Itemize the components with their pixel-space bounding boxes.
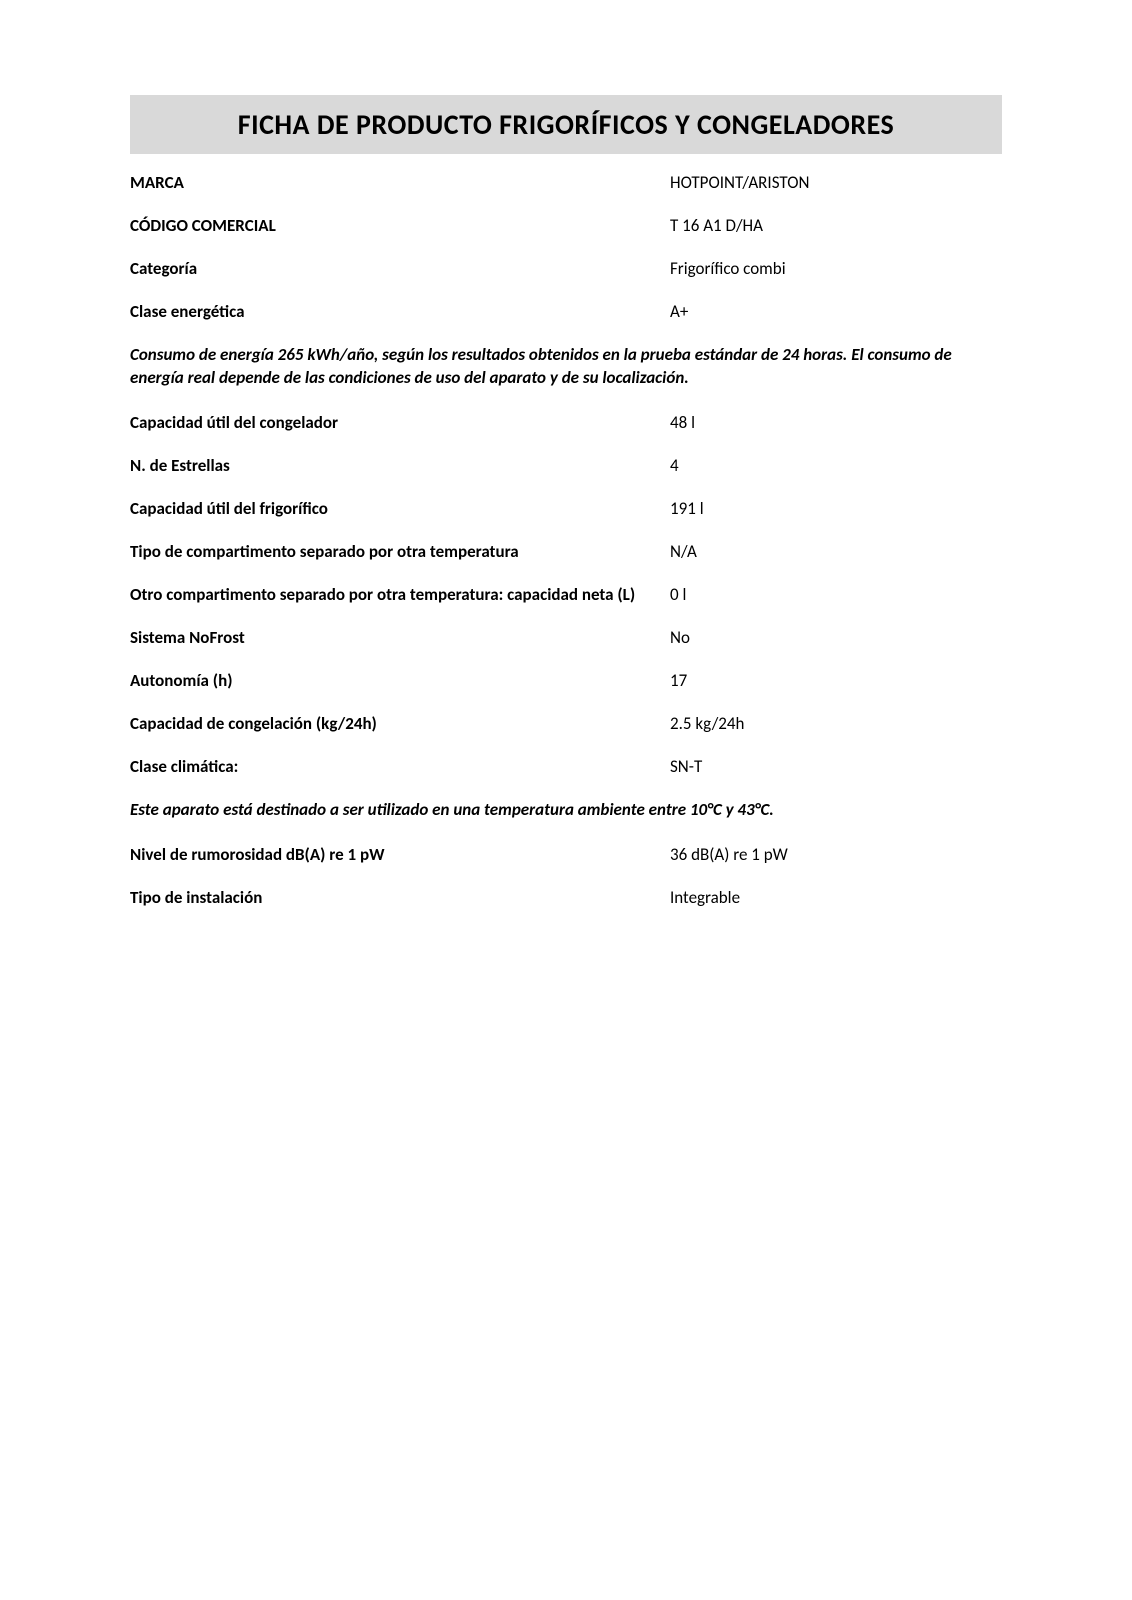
spec-label: Capacidad de congelación (kg/24h) [130, 713, 670, 734]
spec-value: 191 l [670, 498, 704, 519]
page-title: FICHA DE PRODUCTO FRIGORÍFICOS Y CONGELA… [150, 107, 982, 142]
spec-value: No [670, 627, 690, 648]
spec-row: MARCA HOTPOINT/ARISTON [130, 172, 1002, 193]
spec-label: N. de Estrellas [130, 455, 670, 476]
spec-row: CÓDIGO COMERCIAL T 16 A1 D/HA [130, 215, 1002, 236]
spec-label: CÓDIGO COMERCIAL [130, 215, 670, 236]
spec-value: Frigorífico combi [670, 258, 786, 279]
spec-value: 48 l [670, 412, 695, 433]
spec-row: Otro compartimento separado por otra tem… [130, 584, 1002, 605]
spec-value: 17 [670, 670, 687, 691]
spec-row: Capacidad útil del congelador 48 l [130, 412, 1002, 433]
spec-row: Tipo de instalación Integrable [130, 887, 1002, 908]
spec-label: Capacidad útil del congelador [130, 412, 670, 433]
spec-label: MARCA [130, 172, 670, 193]
spec-row: Tipo de compartimento separado por otra … [130, 541, 1002, 562]
spec-label: Autonomía (h) [130, 670, 670, 691]
spec-row: Sistema NoFrost No [130, 627, 1002, 648]
spec-value: Integrable [670, 887, 740, 908]
spec-value: 0 l [670, 584, 686, 605]
spec-label: Sistema NoFrost [130, 627, 670, 648]
spec-row: Capacidad útil del frigorífico 191 l [130, 498, 1002, 519]
spec-label: Nivel de rumorosidad dB(A) re 1 pW [130, 844, 670, 865]
spec-row: N. de Estrellas 4 [130, 455, 1002, 476]
spec-value: 2.5 kg/24h [670, 713, 744, 734]
spec-value: SN-T [670, 756, 702, 777]
spec-row: Categoría Frigorífico combi [130, 258, 1002, 279]
spec-label: Otro compartimento separado por otra tem… [130, 584, 670, 605]
spec-label: Tipo de compartimento separado por otra … [130, 541, 670, 562]
spec-row: Nivel de rumorosidad dB(A) re 1 pW 36 dB… [130, 844, 1002, 865]
spec-value: A+ [670, 301, 688, 322]
spec-value: 36 dB(A) re 1 pW [670, 844, 788, 865]
energy-note: Consumo de energía 265 kWh/año, según lo… [130, 344, 1002, 390]
spec-label: Clase climática: [130, 756, 670, 777]
spec-value: N/A [670, 541, 697, 562]
spec-row: Autonomía (h) 17 [130, 670, 1002, 691]
spec-row: Clase climática: SN-T [130, 756, 1002, 777]
title-bar: FICHA DE PRODUCTO FRIGORÍFICOS Y CONGELA… [130, 95, 1002, 154]
spec-label: Capacidad útil del frigorífico [130, 498, 670, 519]
spec-label: Clase energética [130, 301, 670, 322]
spec-row: Clase energética A+ [130, 301, 1002, 322]
spec-value: 4 [670, 455, 679, 476]
temperature-note: Este aparato está destinado a ser utiliz… [130, 799, 1002, 822]
spec-value: HOTPOINT/ARISTON [670, 172, 809, 193]
spec-row: Capacidad de congelación (kg/24h) 2.5 kg… [130, 713, 1002, 734]
spec-label: Categoría [130, 258, 670, 279]
spec-value: T 16 A1 D/HA [670, 215, 763, 236]
spec-label: Tipo de instalación [130, 887, 670, 908]
